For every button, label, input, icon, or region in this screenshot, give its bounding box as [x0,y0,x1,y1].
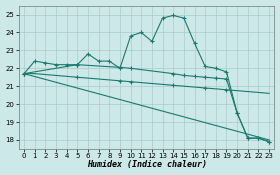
X-axis label: Humidex (Indice chaleur): Humidex (Indice chaleur) [87,160,207,169]
